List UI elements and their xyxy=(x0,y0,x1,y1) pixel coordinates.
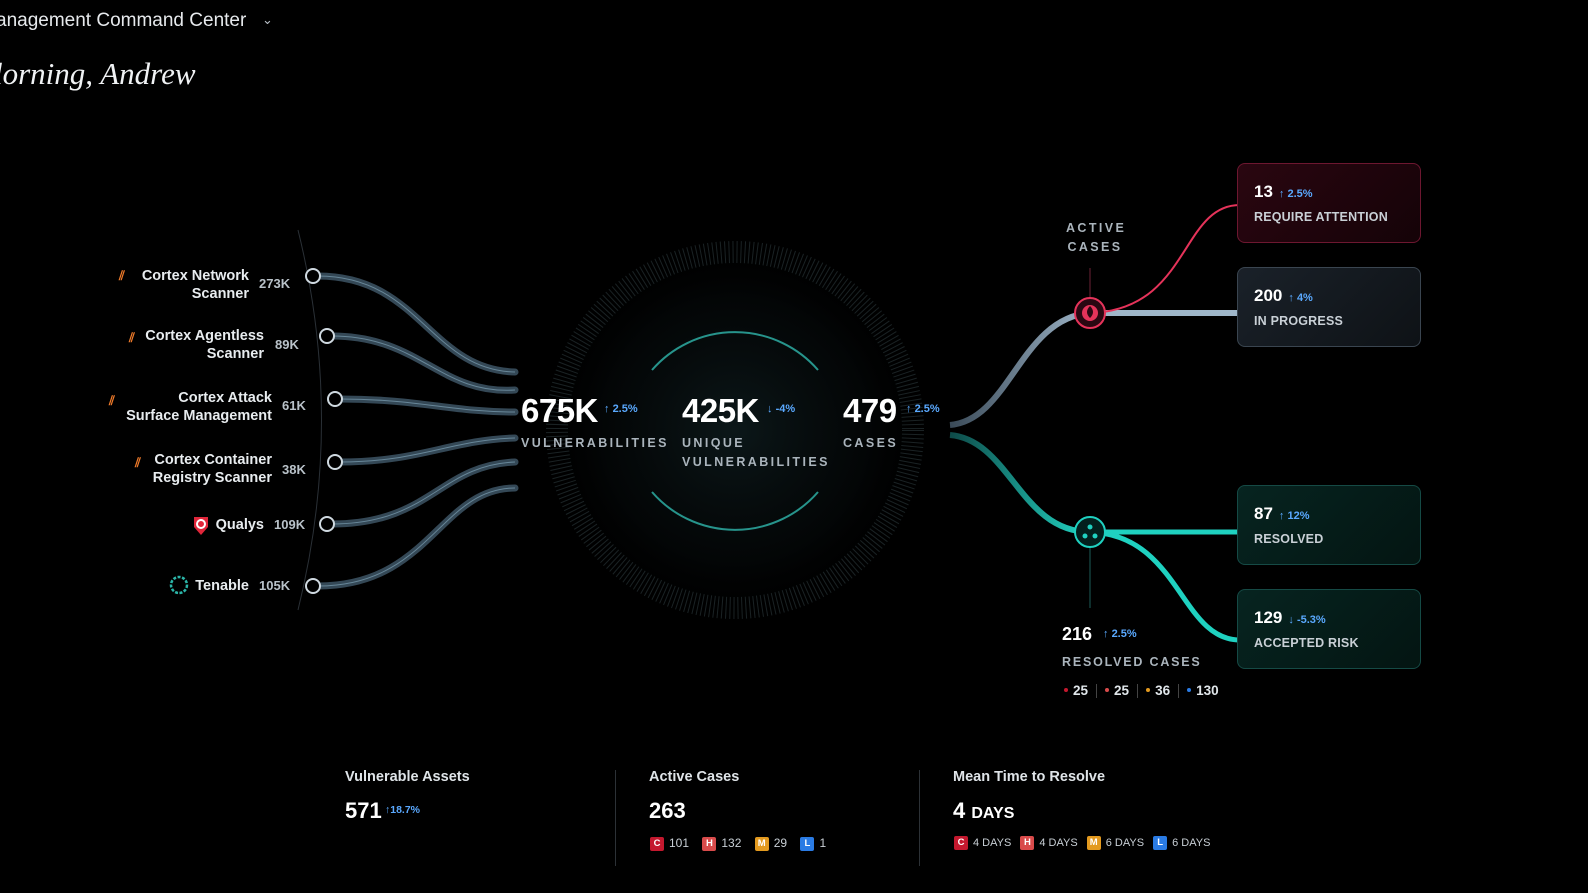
active-cases-title: Active Cases xyxy=(649,769,740,785)
page-title[interactable]: anagement Command Center xyxy=(0,10,247,31)
cortex-icon: ⫽ xyxy=(109,393,115,408)
source-value: 105K xyxy=(259,578,291,593)
source-name[interactable]: Cortex Attack Surface Management xyxy=(126,390,272,424)
source-node xyxy=(305,578,321,594)
mttr-value[interactable]: 4 DAYS xyxy=(953,798,1015,823)
source-value: 38K xyxy=(282,462,306,477)
vulnerable-assets-value[interactable]: 571 xyxy=(345,798,382,823)
card-value: 13 xyxy=(1254,182,1273,201)
qualys-icon xyxy=(192,515,210,535)
in-progress-card[interactable]: 200 ↑ 4% IN PROGRESS xyxy=(1237,267,1421,347)
vulnerable-assets-title: Vulnerable Assets xyxy=(345,769,470,785)
tenable-icon xyxy=(169,575,189,595)
source-guide-line xyxy=(297,229,322,611)
resolved-cases-delta: ↑ 2.5% xyxy=(1103,628,1137,640)
resolved-cases-node xyxy=(1074,516,1106,548)
source-value: 89K xyxy=(275,337,299,352)
vulnerabilities-count[interactable]: 675K xyxy=(521,392,598,429)
card-delta: ↓ -5.3% xyxy=(1288,614,1326,626)
card-value: 129 xyxy=(1254,608,1283,627)
resolved-cases-label: RESOLVED CASES xyxy=(1062,655,1202,669)
source-connector xyxy=(336,434,519,466)
unique-vulnerabilities-delta: ↓ -4% xyxy=(767,403,796,415)
card-label: ACCEPTED RISK xyxy=(1254,636,1359,650)
card-delta: ↑ 2.5% xyxy=(1278,188,1313,200)
cases-count[interactable]: 479 xyxy=(843,392,897,429)
unique-vulnerabilities-count[interactable]: 425K xyxy=(682,392,759,429)
source-connector xyxy=(328,332,519,394)
cortex-icon: ⫽ xyxy=(119,268,125,283)
hub-dotted-ring xyxy=(546,241,924,619)
hub-arc-top xyxy=(651,331,819,371)
fire-icon xyxy=(1087,306,1093,318)
vulnerabilities-delta: ↑ 2.5% xyxy=(604,403,638,415)
attention-line xyxy=(1089,204,1241,314)
accepted-line xyxy=(1089,529,1241,643)
divider xyxy=(919,770,920,866)
divider xyxy=(615,770,616,866)
source-node xyxy=(327,454,343,470)
require-attention-card[interactable]: 13 ↑ 2.5% REQUIRE ATTENTION xyxy=(1237,163,1421,243)
source-name[interactable]: Cortex Container Registry Scanner xyxy=(152,452,272,486)
hub-glow xyxy=(545,240,925,620)
card-value: 200 xyxy=(1254,286,1283,305)
vulnerable-assets-delta: ↑18.7% xyxy=(385,804,421,816)
source-connector xyxy=(336,395,519,416)
card-delta: ↑ 12% xyxy=(1278,510,1310,522)
source-value: 109K xyxy=(274,517,306,532)
resolved-card[interactable]: 87 ↑ 12% RESOLVED xyxy=(1237,485,1421,565)
vulnerabilities-label: VULNERABILITIES xyxy=(521,436,669,450)
card-label: REQUIRE ATTENTION xyxy=(1254,210,1388,224)
cases-label: CASES xyxy=(843,436,899,450)
source-name[interactable]: Cortex Agentless Scanner xyxy=(145,328,264,362)
card-label: IN PROGRESS xyxy=(1254,314,1344,328)
accepted-risk-card[interactable]: 129 ↓ -5.3% ACCEPTED RISK xyxy=(1237,589,1421,669)
active-cases-value[interactable]: 263 xyxy=(649,798,686,823)
card-value: 87 xyxy=(1254,504,1273,523)
resolved-severity-counts: 25 25 36 130 xyxy=(1064,683,1219,699)
unique-vulnerabilities-label: UNIQUE VULNERABILITIES xyxy=(682,436,830,469)
cases-delta: ↑ 2.5% xyxy=(906,403,940,415)
source-node xyxy=(327,391,343,407)
resolved-branch xyxy=(949,432,1091,535)
card-label: RESOLVED xyxy=(1254,532,1324,546)
source-value: 273K xyxy=(259,276,291,291)
active-branch xyxy=(949,310,1091,428)
cortex-icon: ⫽ xyxy=(135,455,141,470)
cortex-icon: ⫽ xyxy=(129,330,135,345)
card-delta: ↑ 4% xyxy=(1288,292,1313,304)
source-value: 61K xyxy=(282,398,306,413)
source-node xyxy=(319,516,335,532)
mttr-title: Mean Time to Resolve xyxy=(953,769,1106,785)
chevron-down-icon[interactable]: ⌄ xyxy=(262,12,273,27)
network-icon xyxy=(1082,524,1098,539)
hub-arc-bottom xyxy=(651,491,819,531)
source-name[interactable]: Tenable xyxy=(195,578,249,594)
greeting: lorning, Andrew xyxy=(0,56,196,91)
source-name[interactable]: Cortex Network Scanner xyxy=(141,268,249,302)
active-cases-label: ACTIVE CASES xyxy=(1066,221,1127,254)
source-node xyxy=(305,268,321,284)
source-node xyxy=(319,328,335,344)
resolved-cases-count[interactable]: 216 xyxy=(1062,624,1093,644)
source-name[interactable]: Qualys xyxy=(215,517,264,533)
